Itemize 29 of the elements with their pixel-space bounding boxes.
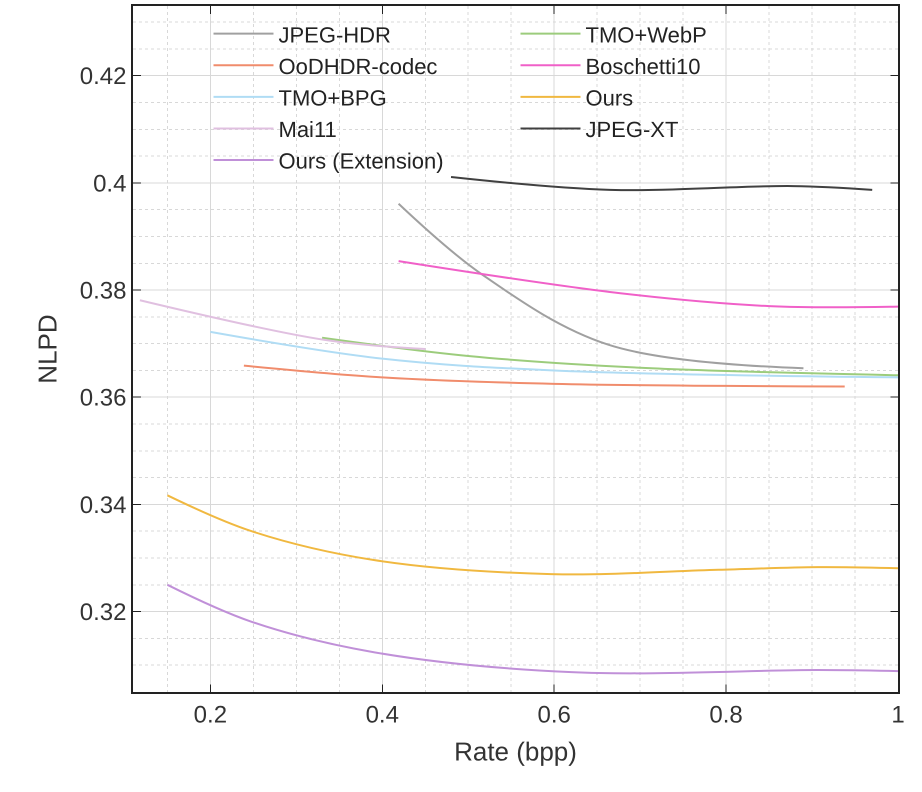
legend-label: JPEG-XT	[586, 117, 678, 142]
line-series	[398, 202, 804, 370]
legend-label: Ours (Extension)	[278, 148, 444, 174]
x-tick-label: 0.8	[709, 702, 743, 729]
line-series	[209, 330, 898, 378]
legend-label: Boschetti10	[586, 54, 700, 79]
x-tick-label: 0.6	[537, 702, 571, 729]
y-tick-label: 0.32	[80, 599, 126, 626]
line-series	[398, 260, 898, 308]
legend-label: TMO+WebP	[586, 22, 707, 48]
y-tick-label: 0.34	[80, 492, 126, 519]
x-tick-label: 0.4	[366, 702, 399, 729]
line-series	[242, 364, 846, 388]
legend-label: OoDHDR-codec	[278, 54, 438, 79]
y-axis-title: NLPD	[32, 314, 63, 384]
line-series	[166, 494, 898, 576]
y-tick-label: 0.36	[80, 384, 126, 412]
y-tick-label: 0.38	[80, 277, 126, 304]
x-tick-label: 0.2	[194, 702, 228, 729]
x-axis-title: Rate (bpp)	[454, 736, 577, 767]
x-tick-label: 1	[891, 702, 905, 729]
legend-label: Mai11	[278, 117, 337, 142]
line-series	[321, 336, 898, 376]
legend-label: Ours	[586, 85, 634, 110]
y-tick-label: 0.42	[80, 63, 126, 90]
y-tick-label: 0.4	[93, 170, 126, 198]
line-series	[166, 584, 898, 674]
legend-label: JPEG-HDR	[278, 22, 391, 48]
legend-label: TMO+BPG	[278, 85, 387, 110]
